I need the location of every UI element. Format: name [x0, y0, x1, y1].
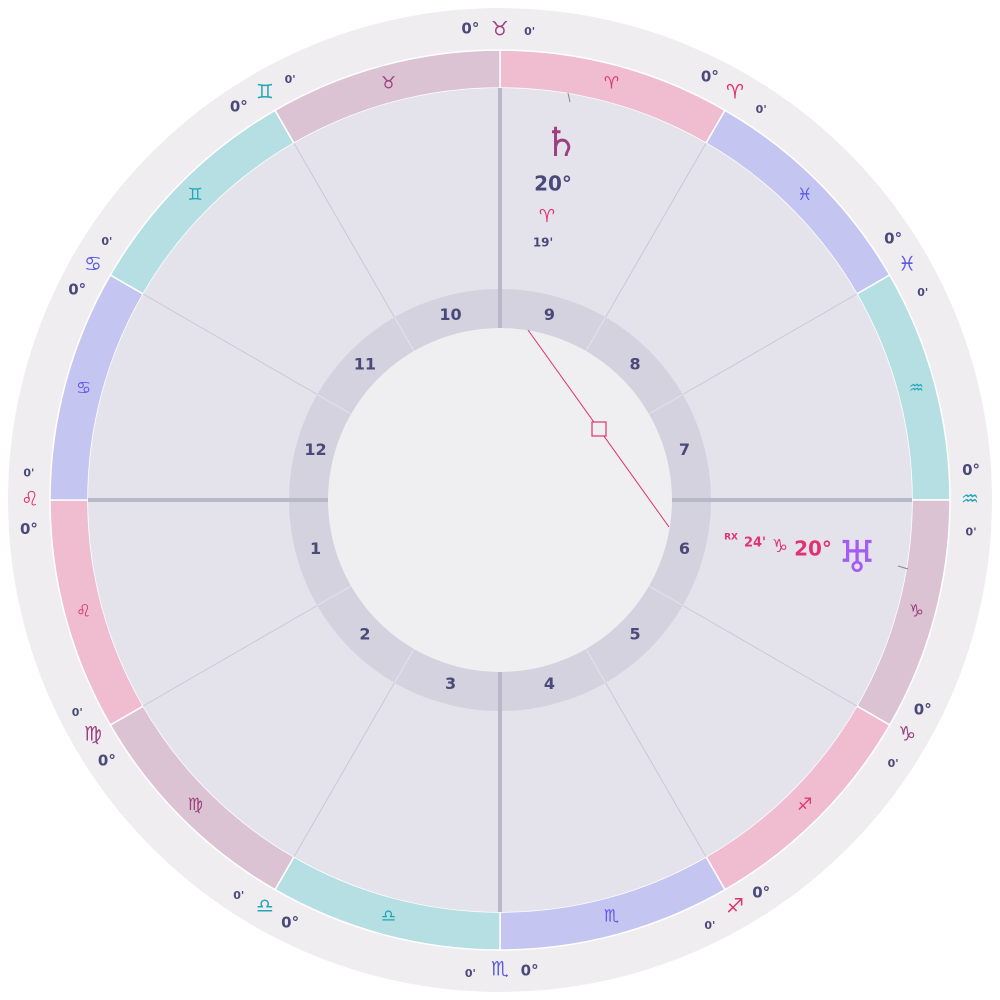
boundary-glyph: ♎ — [256, 894, 274, 918]
house-number: 6 — [679, 539, 690, 558]
planet-degree: 20° — [794, 537, 832, 561]
boundary-minute: 0' — [888, 757, 899, 770]
planet-sign: ♈ — [539, 206, 555, 227]
house-number: 8 — [629, 354, 640, 373]
sign-glyph: ♉ — [381, 74, 396, 94]
planet-minute: 19' — [533, 236, 553, 250]
boundary-degree: 0° — [884, 229, 902, 247]
house-number: 4 — [544, 674, 555, 693]
boundary-minute: 0' — [704, 919, 715, 932]
house-line — [293, 682, 395, 858]
boundary-glyph: ♓ — [898, 252, 916, 276]
house-lines — [88, 88, 912, 912]
boundary-minute: 0' — [465, 967, 476, 980]
house-line — [648, 394, 683, 415]
boundary-glyph: ♉ — [491, 17, 509, 41]
sign-glyph: ♊ — [188, 185, 203, 205]
house-line — [605, 142, 707, 318]
boundary-glyph: ♐ — [726, 894, 744, 918]
boundary-glyph: ♑ — [898, 722, 916, 746]
planet-glyph: ♄ — [543, 120, 579, 166]
boundary-glyph: ♋ — [84, 252, 102, 276]
house-number: 1 — [310, 539, 321, 558]
boundary-minute: 0' — [917, 286, 928, 299]
sign-glyph: ♈ — [604, 74, 619, 94]
boundary-degree: 0° — [230, 97, 248, 115]
house-line — [394, 317, 415, 352]
boundary-degree: 0° — [461, 19, 479, 37]
aspect-square — [591, 421, 607, 437]
boundary-degree: 0° — [20, 520, 38, 538]
sign-glyph: ♏ — [604, 906, 619, 926]
house-number: 3 — [445, 674, 456, 693]
sign-glyph: ♎ — [381, 906, 396, 926]
house-line — [394, 648, 415, 683]
sign-glyph: ♌ — [76, 602, 91, 622]
planet-degree: 20° — [534, 172, 572, 196]
sign-glyph: ♒ — [909, 378, 924, 398]
boundary-minute: 0' — [285, 73, 296, 86]
house-line — [605, 682, 707, 858]
sign-glyph: ♋ — [76, 378, 91, 398]
boundary-degree: 0° — [752, 884, 770, 902]
boundary-degree: 0° — [98, 752, 116, 770]
zodiac-band — [49, 49, 951, 951]
boundary-glyph: ♌ — [21, 487, 39, 511]
house-number: 12 — [304, 440, 326, 459]
boundary-glyph: ♍ — [84, 722, 102, 746]
sign-glyph: ♐ — [797, 795, 812, 815]
house-number: 9 — [544, 305, 555, 324]
sign-glyph: ♍ — [188, 795, 203, 815]
boundary-degree: 0° — [914, 700, 932, 718]
house-line — [682, 605, 858, 707]
house-number: 2 — [359, 625, 370, 644]
house-number: 10 — [439, 305, 461, 324]
center — [328, 328, 672, 672]
planet-glyph: ♅ — [837, 532, 876, 583]
boundary-minute: 0' — [756, 103, 767, 116]
boundary-minute: 0' — [23, 466, 34, 479]
house-line — [142, 605, 318, 707]
boundary-glyph: ♊ — [256, 79, 274, 103]
sign-glyph: ♓ — [797, 185, 812, 205]
boundary-glyph: ♏ — [491, 957, 509, 981]
boundary-minute: 0' — [72, 706, 83, 719]
house-number: 5 — [629, 625, 640, 644]
house-number: 7 — [679, 440, 690, 459]
house-line — [142, 293, 318, 395]
planet-sign: ♑ — [772, 536, 788, 557]
boundary-degree: 0° — [521, 962, 539, 980]
boundary-glyph: ♒ — [961, 487, 979, 511]
house-line — [648, 585, 683, 606]
house-number: 11 — [354, 354, 376, 373]
boundary-degree: 0° — [962, 461, 980, 479]
house-line — [585, 317, 606, 352]
boundary-degree: 0° — [701, 68, 719, 86]
boundary-degree: 0° — [68, 281, 86, 299]
boundary-degree: 0° — [281, 913, 299, 931]
house-ring-lines — [289, 289, 711, 711]
boundary-minute: 0' — [524, 25, 535, 38]
house-line — [317, 585, 352, 606]
house-line — [682, 293, 858, 395]
boundary-minute: 0' — [101, 235, 112, 248]
boundary-minute: 0' — [233, 889, 244, 902]
house-line — [317, 394, 352, 415]
boundary-glyph: ♈ — [726, 79, 744, 103]
planet-tick — [897, 565, 909, 570]
sign-glyph: ♑ — [909, 602, 924, 622]
boundary-minute: 0' — [966, 526, 977, 539]
house-line — [585, 648, 606, 683]
planet-tick — [567, 92, 571, 103]
house-line — [293, 142, 395, 318]
planet-retrograde: RX — [724, 533, 738, 543]
planet-minute: 24' — [744, 536, 766, 551]
